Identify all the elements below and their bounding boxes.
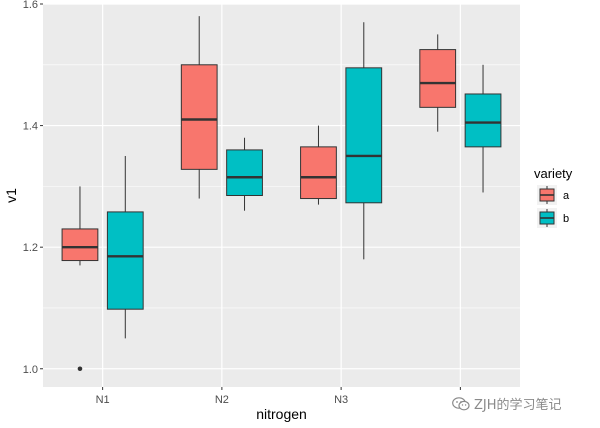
box-body [464, 93, 502, 148]
box-layer [61, 16, 502, 372]
watermark: ZJH的学习笔记 [452, 394, 562, 413]
watermark-text: ZJH的学习笔记 [474, 398, 562, 413]
grid-major [43, 3, 520, 387]
legend-title: variety [534, 166, 573, 181]
box-body [419, 49, 457, 108]
box-b-N4 [464, 64, 502, 193]
x-axis: N1 N2 N3 [96, 387, 461, 406]
box-body [106, 211, 144, 310]
y-axis: 1.0 1.2 1.4 1.6 [23, 0, 43, 376]
y-axis-title: v1 [3, 188, 19, 203]
legend-key-b: b [537, 208, 569, 228]
box-b-N1 [106, 155, 144, 339]
box-body [226, 149, 263, 196]
wechat-icon [452, 396, 470, 411]
box-a-N4 [419, 34, 457, 132]
box-body [345, 67, 383, 204]
box-body [300, 146, 337, 200]
box-a-N3 [300, 125, 337, 205]
y-tick-label: 1.0 [23, 364, 38, 376]
box-b-N3 [345, 22, 383, 260]
x-axis-title: nitrogen [256, 406, 307, 422]
y-tick-label: 1.4 [23, 121, 38, 133]
legend-key-a: a [537, 185, 570, 205]
y-tick-label: 1.2 [23, 242, 38, 254]
outlier-point [77, 366, 83, 372]
legend-label-a: a [563, 190, 570, 202]
box-body [180, 64, 218, 170]
box-a-N2 [180, 16, 218, 199]
box-body [61, 228, 99, 262]
x-tick-label: N1 [96, 394, 110, 406]
legend: variety ab [534, 166, 573, 228]
x-tick-label: N3 [334, 394, 348, 406]
box-b-N2 [226, 137, 263, 211]
legend-label-b: b [563, 213, 569, 225]
y-tick-label: 1.6 [23, 0, 38, 11]
x-tick-label: N2 [215, 394, 229, 406]
box-a-N1 [61, 186, 99, 372]
